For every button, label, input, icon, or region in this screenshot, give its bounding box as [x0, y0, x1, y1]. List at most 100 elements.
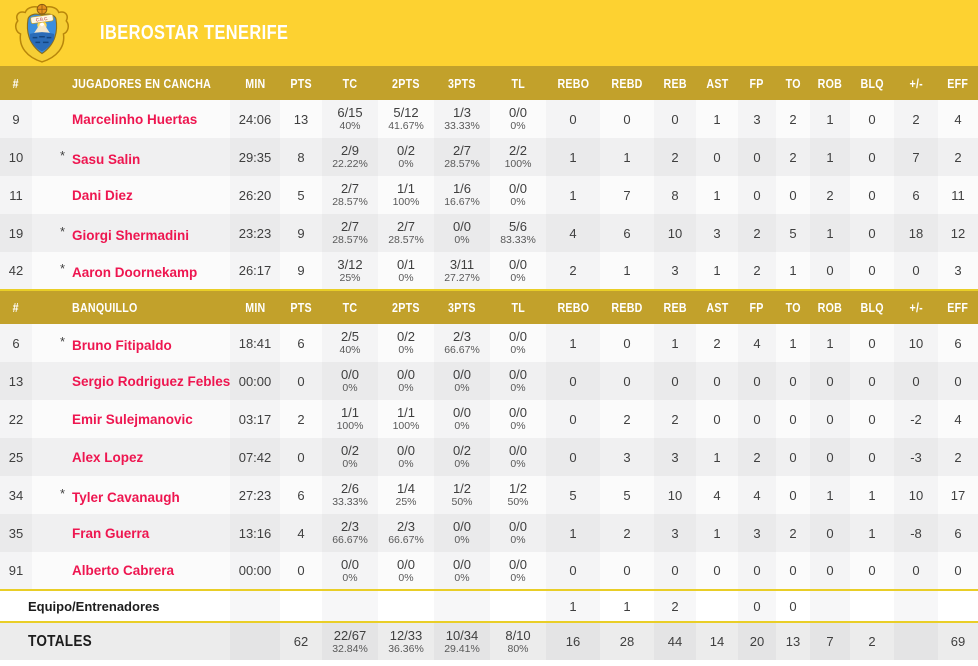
team-logo: C.B.C.: [15, 3, 69, 63]
column-header-eff: EFF: [938, 290, 978, 324]
stat-ast: 0: [696, 552, 738, 591]
player-name-link[interactable]: Fran Guerra: [72, 525, 150, 541]
stat-rebd: 1: [600, 590, 654, 623]
stat-tl: 5/6 83.33%: [490, 214, 546, 252]
player-name-cell: * Sasu Salin: [32, 138, 230, 176]
stat-ast: 1: [696, 176, 738, 214]
column-header-num: #: [0, 290, 32, 324]
stat-ast: 1: [696, 514, 738, 552]
stat-to: 0: [776, 400, 810, 438]
stat-p3: 0/0 0%: [434, 400, 490, 438]
stat-p3: 1/2 50%: [434, 476, 490, 514]
stat-tc: 2/9 22.22%: [322, 138, 378, 176]
stat-blq: 1: [850, 514, 894, 552]
stat-min: 03:17: [230, 400, 280, 438]
starter-mark: *: [60, 333, 66, 349]
player-name-link[interactable]: Emir Sulejmanovic: [72, 411, 193, 427]
stat-rebd: 0: [600, 362, 654, 400]
stat-blq: 0: [850, 176, 894, 214]
stat-p3: 1/3 33.33%: [434, 100, 490, 138]
team-coaches-row: Equipo/Entrenadores 1 1 2 0 0: [0, 590, 978, 623]
player-name-link[interactable]: Alberto Cabrera: [72, 563, 175, 578]
starter-mark: *: [60, 261, 66, 276]
stat-blq: 0: [850, 362, 894, 400]
player-name-link[interactable]: Giorgi Shermadini: [72, 227, 190, 243]
stat-reb: 0: [654, 552, 696, 591]
stat-pm: 6: [894, 176, 938, 214]
stat-rebo: 0: [546, 552, 600, 591]
stat-p2: [378, 590, 434, 623]
stat-reb: 10: [654, 476, 696, 514]
stat-eff: 0: [938, 552, 978, 591]
section-title: BANQUILLO: [32, 290, 230, 324]
stat-rebd: 6: [600, 214, 654, 252]
player-name-link[interactable]: Tyler Cavanaugh: [72, 489, 180, 505]
player-name-cell: Sergio Rodriguez Febles: [32, 362, 230, 400]
stat-tl: [490, 590, 546, 623]
stat-ast: 3: [696, 214, 738, 252]
stat-to: 5: [776, 214, 810, 252]
player-row: 34 * Tyler Cavanaugh 27:23 6 2/6 33.33% 1/4 25% 1…: [0, 476, 978, 514]
stat-min: 26:20: [230, 176, 280, 214]
stat-min: 00:00: [230, 552, 280, 591]
player-row: 19 * Giorgi Shermadini 23:23 9 2/7 28.57% 2/7 28…: [0, 214, 978, 252]
stat-rebd: 1: [600, 138, 654, 176]
stat-tc: 2/7 28.57%: [322, 176, 378, 214]
stat-rebo: 5: [546, 476, 600, 514]
stat-p2: 0/0 0%: [378, 552, 434, 591]
stat-p2: 5/12 41.67%: [378, 100, 434, 138]
stat-blq: 0: [850, 438, 894, 476]
stat-pm: 10: [894, 324, 938, 362]
stat-reb: 2: [654, 400, 696, 438]
stat-to: 1: [776, 252, 810, 291]
stat-tc: 6/15 40%: [322, 100, 378, 138]
stat-ast: 0: [696, 138, 738, 176]
stat-rob: 2: [810, 176, 850, 214]
player-name-cell: Fran Guerra: [32, 514, 230, 552]
column-header-tl: TL: [490, 66, 546, 100]
stat-pts: 0: [280, 438, 322, 476]
stat-min: 00:00: [230, 362, 280, 400]
stat-fp: 0: [738, 590, 776, 623]
box-score-table: # JUGADORES EN CANCHA MIN PTS TC 2PTS 3PTS TL RE…: [0, 66, 978, 660]
player-name-link[interactable]: Bruno Fitipaldo: [72, 337, 172, 353]
player-number: 91: [0, 552, 32, 591]
stat-p2: 12/33 36.36%: [378, 622, 434, 660]
player-row: 25 Alex Lopez 07:42 0 0/2 0% 0/0 0% 0/2 0% 0/0 0% 0 3…: [0, 438, 978, 476]
stat-rob: 1: [810, 100, 850, 138]
player-name-cell: * Tyler Cavanaugh: [32, 476, 230, 514]
player-name-link[interactable]: Aaron Doornekamp: [72, 265, 198, 280]
column-header-rebd: REBD: [600, 66, 654, 100]
stat-ast: 1: [696, 100, 738, 138]
player-name-link[interactable]: Sergio Rodriguez Febles: [72, 373, 230, 389]
stat-tc: 2/5 40%: [322, 324, 378, 362]
column-header-num: #: [0, 66, 32, 100]
stat-fp: 0: [738, 362, 776, 400]
stat-rob: 0: [810, 552, 850, 591]
stat-fp: 3: [738, 100, 776, 138]
stat-pm: [894, 590, 938, 623]
stat-min: 27:23: [230, 476, 280, 514]
player-name-link[interactable]: Alex Lopez: [72, 449, 144, 465]
stat-to: 0: [776, 590, 810, 623]
stat-rebo: 0: [546, 438, 600, 476]
stat-to: 2: [776, 100, 810, 138]
stat-p3: 2/7 28.57%: [434, 138, 490, 176]
stat-pts: 13: [280, 100, 322, 138]
stat-ast: 14: [696, 622, 738, 660]
section-title: JUGADORES EN CANCHA: [32, 66, 230, 100]
player-name-link[interactable]: Marcelinho Huertas: [72, 111, 198, 127]
stat-reb: 2: [654, 590, 696, 623]
stat-pts: 6: [280, 324, 322, 362]
stat-min: [230, 622, 280, 660]
stat-eff: 2: [938, 438, 978, 476]
stat-tc: 22/67 32.84%: [322, 622, 378, 660]
stat-tl: 0/0 0%: [490, 324, 546, 362]
stat-p3: 10/34 29.41%: [434, 622, 490, 660]
stat-eff: 6: [938, 514, 978, 552]
player-name-cell: * Giorgi Shermadini: [32, 214, 230, 252]
player-name-link[interactable]: Sasu Salin: [72, 151, 141, 167]
section-header-row: # JUGADORES EN CANCHA MIN PTS TC 2PTS 3PTS TL RE…: [0, 66, 978, 100]
player-name-link[interactable]: Dani Diez: [72, 187, 133, 203]
stat-fp: 0: [738, 400, 776, 438]
